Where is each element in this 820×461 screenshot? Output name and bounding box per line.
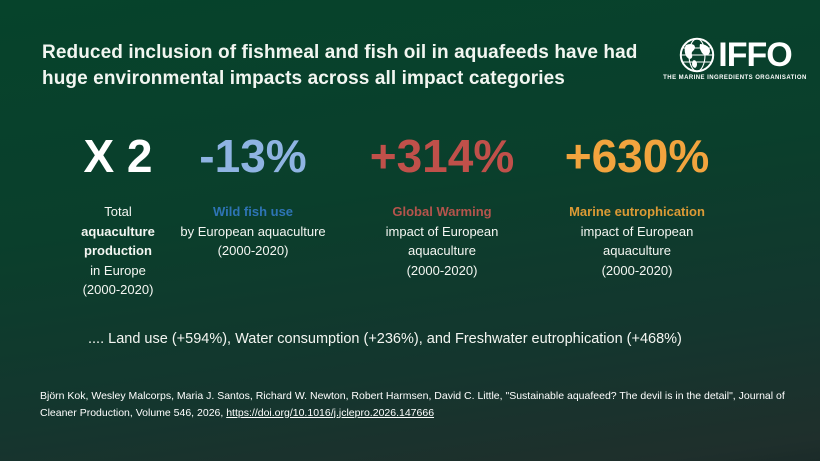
stat-label-aquaculture: Total aquaculture production in Europe (… bbox=[38, 202, 198, 300]
stat-marine-eutrophication: +630% Marine eutrophication impact of Eu… bbox=[527, 128, 747, 280]
globe-icon bbox=[680, 37, 715, 73]
stat-label-heading: Wild fish use bbox=[212, 204, 294, 219]
stats-row: X 2 Total aquaculture production in Euro… bbox=[0, 128, 820, 308]
stat-global-warming: +314% Global Warming impact of European … bbox=[347, 128, 537, 280]
stat-value-x2: X 2 bbox=[83, 130, 153, 182]
stat-value-plus630: +630% bbox=[564, 130, 710, 182]
logo-wordmark: IFFO bbox=[718, 36, 792, 74]
citation: Björn Kok, Wesley Malcorps, Maria J. San… bbox=[40, 388, 798, 421]
stat-label-heading: Global Warming bbox=[392, 204, 492, 219]
stat-label-wild-fish: Wild fish use by European aquaculture (2… bbox=[163, 202, 343, 261]
page-title: Reduced inclusion of fishmeal and fish o… bbox=[42, 42, 638, 89]
logo-tagline: THE MARINE INGREDIENTS ORGANISATION bbox=[663, 75, 807, 81]
stat-label-line: production bbox=[84, 243, 152, 258]
stat-value-plus314: +314% bbox=[369, 130, 515, 182]
stat-label-line: (2000-2020) bbox=[82, 282, 154, 297]
stat-label-line: impact of European bbox=[385, 223, 499, 239]
stat-wild-fish-use: -13% Wild fish use by European aquacultu… bbox=[163, 128, 343, 261]
stat-label-line: (2000-2020) bbox=[601, 262, 673, 278]
citation-text: Björn Kok, Wesley Malcorps, Maria J. San… bbox=[40, 390, 785, 419]
stat-value-minus13: -13% bbox=[199, 130, 307, 182]
stat-label-line: impact of European bbox=[580, 223, 694, 239]
stat-label-global-warming: Global Warming impact of European aquacu… bbox=[347, 202, 537, 280]
iffo-logo: IFFO THE MARINE INGREDIENTS ORGANISATION bbox=[663, 36, 806, 81]
stat-label-line: aquaculture bbox=[408, 243, 476, 258]
stat-aquaculture-production: X 2 Total aquaculture production in Euro… bbox=[38, 128, 198, 300]
doi-link[interactable]: https://doi.org/10.1016/j.jclepro.2026.1… bbox=[226, 406, 435, 419]
stat-label-heading: Marine eutrophication bbox=[569, 204, 705, 219]
stat-label-line: Total bbox=[104, 204, 132, 219]
stat-label-line: aquaculture bbox=[603, 243, 671, 258]
stat-label-line: (2000-2020) bbox=[406, 262, 478, 278]
stat-label-line: aquaculture bbox=[81, 223, 155, 239]
stat-label-marine-eutrophication: Marine eutrophication impact of European… bbox=[527, 202, 747, 280]
stat-label-line: in Europe bbox=[90, 262, 146, 278]
logo-row: IFFO bbox=[678, 36, 793, 74]
additional-impacts-text: .... Land use (+594%), Water consumption… bbox=[88, 331, 682, 347]
stat-label-line: (2000-2020) bbox=[217, 243, 289, 258]
stat-label-line: by European aquaculture bbox=[180, 223, 326, 239]
